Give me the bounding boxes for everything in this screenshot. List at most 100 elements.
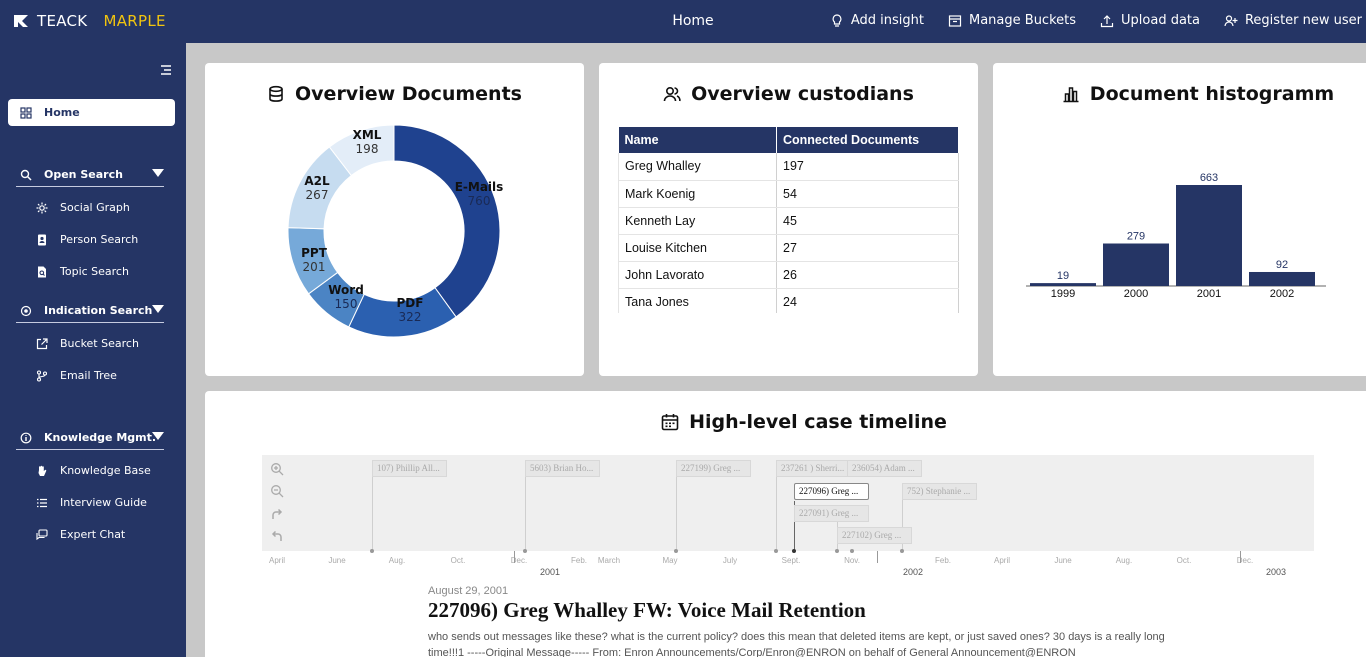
hand-icon — [38, 465, 47, 476]
axis-year-label: 2003 — [1265, 567, 1287, 577]
table-row[interactable]: Kenneth Lay 45 — [618, 207, 959, 235]
zoom-in-icon[interactable] — [270, 462, 284, 476]
axis-month-label: May — [662, 556, 678, 565]
table-row[interactable]: Louise Kitchen 27 — [618, 234, 959, 262]
sidebar-item-person-search[interactable]: Person Search — [36, 233, 138, 246]
zoom-out-icon[interactable] — [270, 484, 284, 498]
timeline-item[interactable]: 236054) Adam ... — [847, 460, 922, 477]
axis-month-label: Oct. — [1176, 556, 1192, 565]
external-link-icon — [36, 337, 48, 349]
brand-name-second: MARPLE — [103, 12, 166, 30]
donut-value: 201 — [303, 260, 326, 274]
document-histogram-chart: 19 1999 279 2000 663 2001 92 2002 — [1026, 172, 1326, 300]
column-header-connected-documents[interactable]: Connected Documents — [776, 127, 959, 153]
upload-icon — [1100, 14, 1114, 27]
table-row[interactable]: Greg Whalley 197 — [618, 153, 959, 181]
timeline-canvas[interactable]: 107) Phillip All... 5603) Brian Ho... 22… — [262, 455, 1314, 553]
histogram-category-label: 2000 — [1124, 288, 1148, 300]
donut-value: 322 — [399, 310, 422, 324]
timeline-item-selected[interactable]: 227096) Greg ... — [794, 483, 869, 500]
sidebar-item-expert-chat[interactable]: Expert Chat — [36, 528, 125, 541]
users-icon — [663, 86, 681, 102]
sidebar-item-interview-guide[interactable]: Interview Guide — [36, 496, 147, 509]
donut-label: XML — [353, 128, 382, 142]
axis-month-label: Aug. — [388, 556, 406, 565]
donut-label: PPT — [301, 246, 328, 260]
column-header-name[interactable]: Name — [618, 127, 777, 153]
page-title: Home — [672, 13, 714, 29]
custodian-name-cell: Kenneth Lay — [618, 207, 777, 235]
histogram-bar-2000[interactable] — [1103, 243, 1169, 286]
histogram-value-label: 663 — [1200, 172, 1218, 184]
donut-label: PDF — [397, 296, 424, 310]
undo-icon[interactable] — [270, 529, 284, 543]
axis-month-label: April — [268, 556, 286, 565]
menu-toggle-icon[interactable] — [158, 63, 172, 77]
timeline-item[interactable]: 227199) Greg ... — [676, 460, 751, 477]
database-icon — [269, 85, 283, 102]
section-knowledge-mgmt[interactable]: Knowledge Mgmt. — [16, 426, 164, 450]
timeline-item[interactable]: 227102) Greg ... — [837, 527, 912, 544]
histogram-category-label: 2001 — [1197, 288, 1221, 300]
list-icon — [37, 498, 47, 507]
histogram-value-label: 19 — [1057, 270, 1069, 282]
manage-buckets-button[interactable]: Manage Buckets — [948, 13, 1076, 28]
axis-month-label: April — [993, 556, 1011, 565]
dashboard-icon — [20, 106, 32, 119]
axis-month-label: Feb. — [934, 556, 952, 565]
histogram-title: Document histogramm — [1089, 83, 1335, 105]
sidebar-item-knowledge-base[interactable]: Knowledge Base — [36, 464, 151, 477]
donut-slice-e-mails[interactable] — [393, 124, 501, 318]
axis-month-label: July — [722, 556, 738, 565]
histogram-bar-2001[interactable] — [1176, 185, 1242, 286]
axis-month-label: June — [1054, 556, 1072, 565]
timeline-item[interactable]: 227091) Greg ... — [794, 505, 869, 522]
donut-label: Word — [328, 283, 364, 297]
document-histogram-card: Document histogramm 19 1999 279 2000 663 2001… — [993, 63, 1366, 376]
register-user-button[interactable]: Register new user — [1224, 13, 1362, 28]
table-row[interactable]: Tana Jones 24 — [618, 288, 959, 313]
timeline-item[interactable]: 5603) Brian Ho... — [525, 460, 600, 477]
connected-documents-cell: 54 — [776, 180, 959, 208]
table-header-row: Name Connected Documents — [618, 127, 959, 153]
timeline-item[interactable]: 237261 ) Sherri... — [776, 460, 848, 477]
connected-documents-cell: 45 — [776, 207, 959, 235]
documents-donut-chart: E-Mails760PDF322Word150PPT201ExcelA2L267… — [287, 124, 503, 338]
histogram-bar-2002[interactable] — [1249, 271, 1315, 286]
sidebar-item-email-tree[interactable]: Email Tree — [36, 369, 117, 382]
timeline-item[interactable]: 107) Phillip All... — [372, 460, 447, 477]
add-insight-button[interactable]: Add insight — [830, 13, 924, 28]
calendar-icon — [661, 414, 679, 431]
event-title: 227096) Greg Whalley FW: Voice Mail Rete… — [428, 598, 866, 622]
redo-icon[interactable] — [270, 507, 284, 521]
sidebar-item-bucket-search[interactable]: Bucket Search — [36, 337, 139, 350]
table-row[interactable]: Mark Koenig 54 — [618, 180, 959, 208]
donut-value: 198 — [356, 142, 379, 156]
gear-icon — [36, 202, 48, 213]
person-card-icon — [38, 234, 46, 245]
connected-documents-cell: 24 — [776, 288, 959, 313]
donut-slice-xml[interactable] — [328, 124, 395, 177]
connected-documents-cell: 26 — [776, 261, 959, 289]
axis-month-label: Dec. — [510, 556, 528, 565]
table-row[interactable]: John Lavorato 26 — [618, 261, 959, 289]
brand-logo[interactable]: TEACK MARPLE — [13, 12, 166, 30]
connected-documents-cell: 197 — [776, 153, 959, 181]
section-indication-search[interactable]: Indication Search — [16, 299, 164, 323]
sidebar-item-social-graph[interactable]: Social Graph — [36, 201, 130, 214]
histogram-value-label: 279 — [1127, 230, 1145, 242]
histogram-bar-1999[interactable] — [1030, 283, 1096, 286]
chevron-down-icon — [152, 305, 164, 313]
timeline-item[interactable]: 752) Stephanie ... — [902, 483, 977, 500]
custodians-table: Name Connected Documents Greg Whalley 197… — [618, 127, 959, 313]
overview-documents-card: Overview Documents E-Mails 760 PDF 322 Word 1… — [205, 63, 584, 376]
section-open-search[interactable]: Open Search — [16, 163, 164, 187]
upload-data-button[interactable]: Upload data — [1100, 13, 1200, 28]
sidebar-item-home[interactable]: Home — [8, 99, 175, 126]
axis-year-label: 2002 — [902, 567, 924, 577]
histogram-value-label: 92 — [1276, 259, 1288, 271]
chevron-down-icon — [152, 169, 164, 177]
sidebar-item-topic-search[interactable]: Topic Search — [36, 265, 129, 278]
donut-value: 760 — [468, 194, 491, 208]
custodian-name-cell: Tana Jones — [618, 288, 777, 313]
